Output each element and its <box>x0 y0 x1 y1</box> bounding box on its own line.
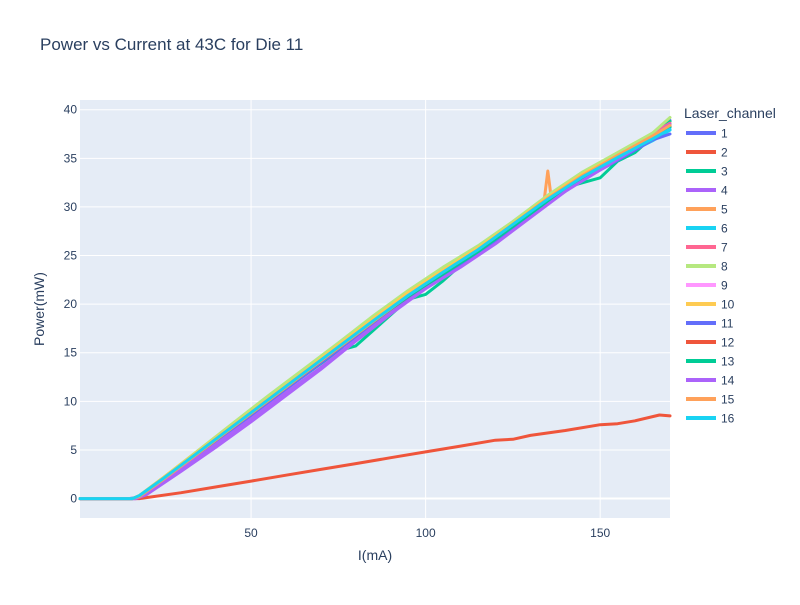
legend-item-16[interactable]: 16 <box>686 412 735 426</box>
plot-background <box>80 100 670 518</box>
legend-item-5[interactable]: 5 <box>686 203 728 217</box>
legend-label-4: 4 <box>721 184 728 198</box>
y-tick-label: 35 <box>64 151 78 165</box>
y-tick-label: 0 <box>70 492 77 506</box>
legend-item-14[interactable]: 14 <box>686 374 735 388</box>
legend-label-5: 5 <box>721 203 728 217</box>
legend-item-12[interactable]: 12 <box>686 336 735 350</box>
legend-item-6[interactable]: 6 <box>686 222 728 236</box>
legend-label-15: 15 <box>721 393 735 407</box>
legend-label-12: 12 <box>721 336 735 350</box>
legend-item-3[interactable]: 3 <box>686 165 728 179</box>
legend-item-9[interactable]: 9 <box>686 279 728 293</box>
y-tick-label: 25 <box>64 249 78 263</box>
legend-title: Laser_channel <box>684 105 776 121</box>
legend-item-11[interactable]: 11 <box>686 317 734 331</box>
series-line-16 <box>78 127 672 501</box>
legend-label-14: 14 <box>721 374 735 388</box>
legend-label-2: 2 <box>721 146 728 160</box>
legend-item-13[interactable]: 13 <box>686 355 735 369</box>
y-axis-title: Power(mW) <box>31 272 47 346</box>
legend-label-8: 8 <box>721 260 728 274</box>
legend-item-15[interactable]: 15 <box>686 393 735 407</box>
x-tick-label: 100 <box>416 526 436 540</box>
x-axis-title: I(mA) <box>358 547 392 563</box>
legend-label-1: 1 <box>721 127 728 141</box>
y-tick-label: 10 <box>64 394 78 408</box>
legend-item-4[interactable]: 4 <box>686 184 728 198</box>
legend-label-3: 3 <box>721 165 728 179</box>
legend-item-10[interactable]: 10 <box>686 298 735 312</box>
axis-ticks: 50 100 150 0 5 10 15 20 25 30 35 40 <box>64 103 611 540</box>
chart-title: Power vs Current at 43C for Die 11 <box>40 35 303 54</box>
legend-label-11: 11 <box>721 317 734 331</box>
legend-label-7: 7 <box>721 241 728 255</box>
legend-item-1[interactable]: 1 <box>686 127 728 141</box>
y-tick-label: 15 <box>64 346 78 360</box>
x-tick-label: 150 <box>590 526 610 540</box>
legend-label-16: 16 <box>721 412 735 426</box>
series-line-2 <box>78 413 672 501</box>
y-tick-label: 40 <box>64 103 78 117</box>
series-line-14 <box>78 122 672 501</box>
legend-label-6: 6 <box>721 222 728 236</box>
series-lines <box>78 116 672 501</box>
legend-label-10: 10 <box>721 298 735 312</box>
legend-item-2[interactable]: 2 <box>686 146 728 160</box>
y-tick-label: 5 <box>70 443 77 457</box>
legend-label-9: 9 <box>721 279 728 293</box>
y-tick-label: 20 <box>64 297 78 311</box>
x-tick-label: 50 <box>244 526 258 540</box>
legend-item-8[interactable]: 8 <box>686 260 728 274</box>
legend-item-7[interactable]: 7 <box>686 241 728 255</box>
legend-label-13: 13 <box>721 355 735 369</box>
y-tick-label: 30 <box>64 200 78 214</box>
